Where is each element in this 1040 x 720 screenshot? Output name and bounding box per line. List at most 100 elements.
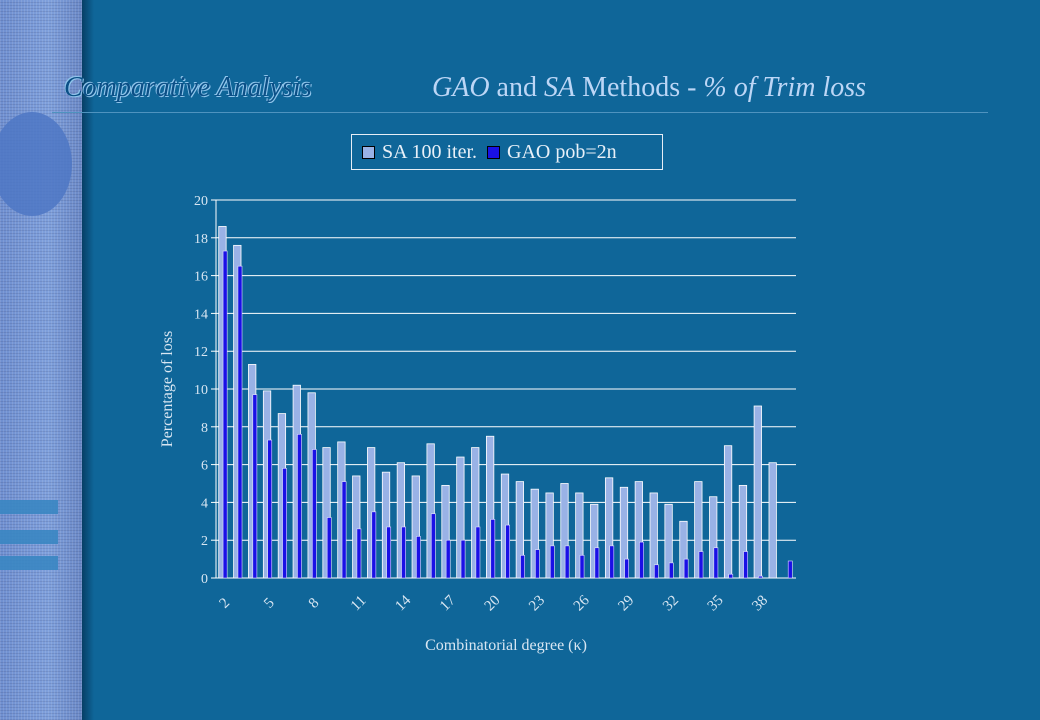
bar-sa-15	[411, 475, 420, 579]
y-tick-label: 18	[194, 232, 208, 247]
x-tick-label: 5	[261, 595, 278, 612]
title-and: and	[489, 72, 544, 103]
bar-gao-23	[535, 549, 540, 579]
slide-title-right: GAO and SA Methods - % of Trim loss	[432, 72, 866, 104]
y-tick-label: 2	[201, 534, 208, 549]
bar-gao-26	[579, 555, 585, 579]
bar-gao-21	[505, 524, 511, 579]
y-tick-label: 0	[201, 572, 208, 587]
bar-gao-33	[683, 558, 689, 579]
x-tick-label: 17	[437, 592, 459, 614]
bar-gao-2	[222, 250, 228, 579]
bar-sa-16	[426, 443, 435, 579]
title-methods: Methods -	[575, 72, 704, 103]
bar-gao-35	[713, 547, 719, 579]
bar-sa-28	[604, 477, 614, 579]
x-tick-label: 35	[705, 592, 727, 614]
legend-swatch-gao	[487, 145, 501, 159]
y-tick-label: 6	[201, 459, 208, 474]
bar-gao-22	[520, 555, 525, 579]
x-tick-label: 23	[526, 592, 548, 614]
title-sa: SA	[543, 72, 576, 103]
bar-gao-16	[430, 513, 436, 579]
bar-sa-32	[664, 503, 673, 579]
title-divider	[52, 112, 988, 113]
bar-sa-33	[679, 520, 688, 579]
slide-title-left: Comparative Analysis	[64, 72, 312, 103]
bar-sa-34	[694, 481, 703, 579]
bar-gao-25	[564, 545, 570, 579]
x-tick-label: 20	[482, 592, 504, 614]
bar-gao-19	[475, 526, 481, 579]
decorative-side-strip	[0, 0, 82, 720]
bar-sa-36	[723, 445, 733, 579]
bar-sa-20	[486, 435, 495, 579]
x-tick-label: 29	[615, 592, 637, 614]
bar-sa-23	[530, 488, 539, 579]
bar-gao-27	[594, 547, 600, 579]
x-tick-label: 14	[392, 592, 414, 614]
bar-gao-38	[758, 575, 763, 579]
x-tick-label: 26	[571, 592, 593, 614]
y-tick-label: 12	[194, 345, 208, 360]
legend-item-sa: SA 100 iter.	[362, 141, 477, 164]
x-tick-label: 8	[306, 595, 323, 612]
x-tick-label: 38	[749, 592, 771, 614]
bar-gao-14	[401, 526, 406, 579]
bar-gao-34	[698, 551, 704, 579]
bar-gao-4	[252, 394, 258, 579]
strip-shadow	[82, 0, 94, 720]
bar-sa-26	[575, 492, 584, 579]
bar-gao-32	[668, 562, 674, 579]
y-tick-label: 16	[194, 270, 208, 285]
bar-gao-12	[371, 511, 377, 579]
x-tick-label: 32	[660, 592, 682, 614]
bar-gao-17	[445, 539, 451, 579]
bar-sa-25	[560, 483, 569, 579]
bar-gao-15	[416, 536, 421, 579]
bar-sa-31	[649, 492, 658, 579]
bar-sa-22	[515, 481, 524, 579]
title-gao: GAO	[432, 72, 490, 103]
bar-sa-14	[396, 462, 406, 579]
bar-sa-18	[456, 456, 465, 579]
bar-gao-20	[490, 519, 496, 579]
bar-sa-30	[634, 481, 643, 579]
legend-label-sa: SA 100 iter.	[382, 140, 478, 163]
decorative-bar	[0, 500, 58, 514]
bar-sa-35	[709, 496, 718, 579]
bar-gao-11	[356, 528, 362, 579]
y-tick-label: 8	[201, 421, 208, 436]
bar-sa-24	[545, 492, 554, 579]
bar-gao-3	[237, 265, 243, 579]
bar-gao-13	[386, 526, 392, 579]
y-axis-title: Percentage of loss	[159, 331, 176, 447]
bar-sa-38	[753, 405, 762, 579]
bar-sa-9	[322, 447, 331, 579]
bar-sa-11	[352, 475, 361, 579]
bar-gao-31	[654, 564, 659, 579]
decorative-bar	[0, 556, 58, 570]
y-tick-label: 4	[201, 496, 208, 511]
legend-swatch-sa	[362, 145, 375, 159]
legend-label-gao: GAO pob=2n	[507, 140, 617, 163]
chart-legend: SA 100 iter. GAO pob=2n	[351, 134, 663, 170]
bar-gao-8	[311, 449, 317, 579]
y-tick-label: 20	[194, 194, 208, 209]
bar-gao-7	[297, 434, 302, 579]
bar-gao-36	[728, 573, 734, 579]
y-tick-label: 10	[194, 383, 208, 398]
bar-gao-5	[267, 439, 273, 579]
bar-gao-28	[609, 545, 615, 579]
bar-gao-29	[624, 558, 629, 579]
bar-sa-13	[381, 471, 391, 579]
legend-item-gao: GAO pob=2n	[487, 141, 617, 164]
x-tick-label: 11	[348, 593, 370, 615]
bar-gao-18	[460, 539, 466, 579]
x-axis-title: Combinatorial degree (κ)	[425, 637, 587, 654]
bar-gao-24	[549, 545, 555, 579]
decorative-bar	[0, 530, 58, 544]
bar-gao-40	[787, 560, 793, 579]
bar-gao-9	[326, 517, 332, 579]
